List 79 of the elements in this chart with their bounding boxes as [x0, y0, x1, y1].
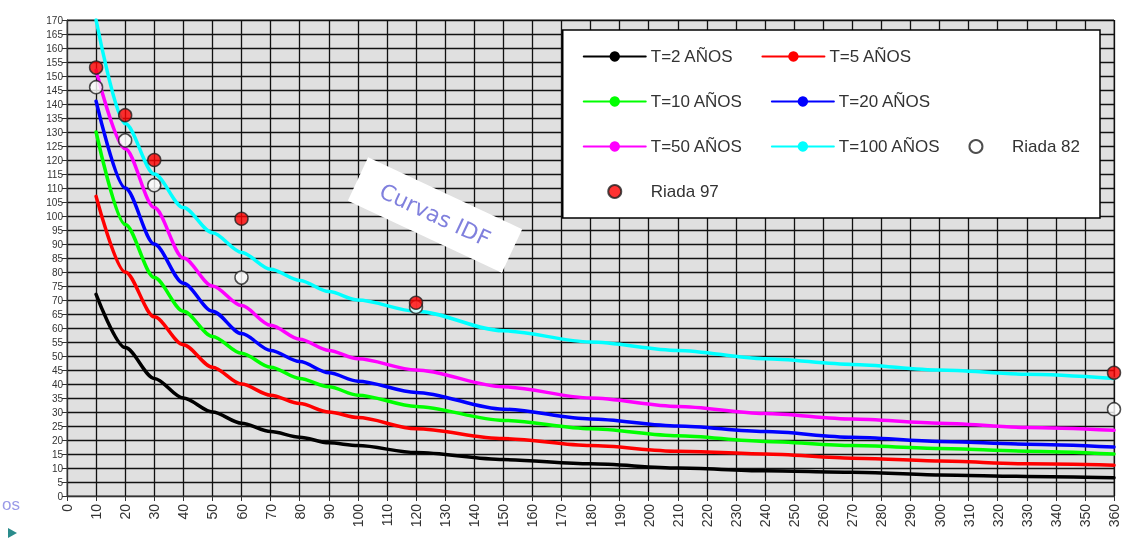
y-tick-label: 160 — [46, 42, 64, 54]
x-tick-label: 320 — [989, 503, 1006, 528]
legend-label: T=20 AÑOS — [838, 92, 931, 111]
legend-label: T=100 AÑOS — [838, 137, 940, 156]
y-tick-label: 15 — [51, 448, 64, 460]
x-tick-label: 70 — [262, 503, 279, 520]
y-tick-label: 65 — [51, 308, 64, 320]
x-tick-label: 130 — [437, 503, 454, 528]
y-tick-label: 50 — [51, 350, 64, 362]
x-tick-label: 150 — [495, 503, 512, 528]
x-tick-label: 80 — [291, 503, 308, 520]
y-tick-label: 5 — [57, 476, 64, 488]
y-tick-label: 100 — [46, 210, 64, 222]
legend-label: T=50 AÑOS — [650, 137, 742, 156]
x-tick-label: 60 — [233, 503, 250, 520]
x-tick-label: 40 — [175, 503, 192, 520]
y-tick-label: 35 — [51, 392, 64, 404]
x-tick-label: 20 — [117, 503, 134, 520]
y-tick-label: 40 — [51, 378, 64, 390]
x-tick-label: 230 — [727, 503, 744, 528]
x-tick-label: 360 — [1106, 503, 1122, 528]
y-tick-label: 105 — [46, 196, 64, 208]
x-tick-label: 290 — [902, 503, 919, 528]
legend-label: Riada 97 — [650, 182, 719, 201]
y-tick-label: 20 — [51, 434, 64, 446]
y-tick-label: 45 — [51, 364, 64, 376]
x-tick-label: 160 — [524, 503, 541, 528]
legend-label: T=2 AÑOS — [650, 47, 733, 66]
y-tick-label: 95 — [51, 224, 64, 236]
y-tick-label: 135 — [46, 112, 64, 124]
x-tick-label: 330 — [1018, 503, 1035, 528]
x-tick-label: 120 — [408, 503, 424, 528]
text: os — [2, 495, 20, 514]
y-tick-label: 90 — [51, 238, 64, 250]
x-tick-label: 340 — [1047, 503, 1064, 528]
x-tick-label: 100 — [349, 503, 366, 528]
x-tick-label: 270 — [844, 503, 861, 528]
x-tick-label: 200 — [640, 503, 657, 528]
y-tick-label: 170 — [46, 14, 64, 26]
y-tick-label: 165 — [46, 28, 64, 40]
y-tick-label: 60 — [51, 322, 64, 334]
y-tick-label: 25 — [51, 420, 64, 432]
x-tick-label: 10 — [88, 503, 105, 520]
legend-label: T=10 AÑOS — [650, 92, 742, 111]
x-tick-label: 210 — [669, 503, 686, 528]
x-tick-label: 30 — [146, 503, 163, 520]
x-tick-label: 280 — [873, 503, 890, 528]
x-tick-label: 170 — [553, 503, 570, 528]
y-tick-label: 130 — [46, 126, 64, 138]
x-tick-label: 110 — [378, 503, 395, 527]
y-tick-label: 150 — [46, 70, 64, 82]
legend-label: T=5 AÑOS — [829, 47, 912, 66]
y-tick-label: 80 — [51, 266, 64, 278]
y-tick-label: 125 — [46, 140, 64, 152]
y-tick-label: 140 — [46, 98, 64, 110]
y-tick-label: 145 — [46, 84, 64, 96]
x-tick-label: 50 — [204, 503, 221, 520]
y-tick-label: 85 — [51, 252, 64, 264]
x-tick-label: 300 — [931, 503, 948, 528]
x-tick-label: 180 — [582, 503, 599, 528]
x-tick-label: 140 — [466, 503, 483, 528]
y-tick-label: 110 — [47, 182, 64, 194]
y-tick-label: 30 — [51, 406, 64, 418]
x-tick-label: 350 — [1076, 503, 1093, 528]
x-tick-label: 310 — [960, 503, 977, 528]
x-tick-label: 220 — [698, 503, 715, 528]
y-tick-label: 10 — [51, 462, 64, 474]
y-tick-label: 75 — [51, 280, 64, 292]
x-tick-label: 250 — [786, 503, 803, 528]
legend-label: Riada 82 — [1011, 137, 1081, 156]
y-tick-label: 120 — [46, 154, 64, 166]
y-tick-label: 155 — [46, 56, 64, 68]
x-tick-label: 90 — [320, 503, 337, 520]
x-tick-label: 190 — [611, 503, 628, 528]
x-tick-label: 260 — [815, 503, 832, 528]
y-tick-label: 55 — [51, 336, 64, 348]
y-tick-label: 70 — [51, 294, 64, 306]
y-tick-label: 115 — [47, 168, 64, 180]
x-tick-label: 240 — [757, 503, 773, 528]
